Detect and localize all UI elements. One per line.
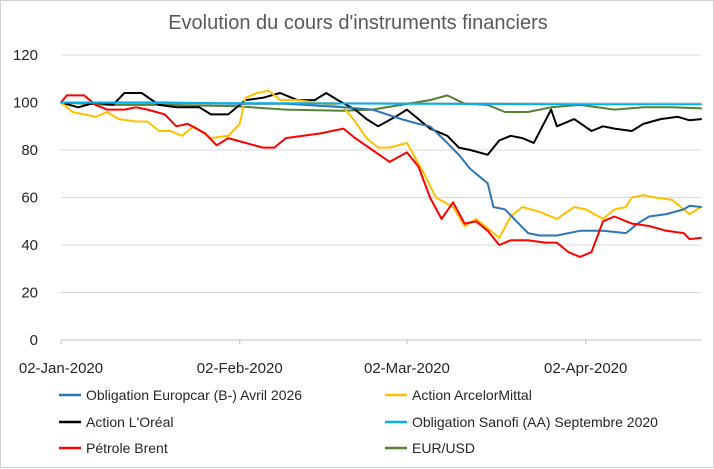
y-tick-label: 120 xyxy=(13,47,38,64)
x-tick-label: 02-Jan-2020 xyxy=(19,360,103,377)
legend-label: Obligation Europcar (B-) Avril 2026 xyxy=(86,387,302,403)
y-tick-label: 80 xyxy=(21,142,38,159)
chart-title: Evolution du cours d'instruments financi… xyxy=(168,12,548,34)
series-line-1 xyxy=(60,89,702,239)
y-tick-label: 0 xyxy=(30,332,38,349)
series-line-0 xyxy=(60,101,702,237)
legend-label: EUR/USD xyxy=(412,440,475,456)
series-line-2 xyxy=(60,92,702,156)
legend-label: Obligation Sanofi (AA) Septembre 2020 xyxy=(412,414,658,430)
legend-label: Action L'Oréal xyxy=(86,414,174,430)
series-line-3 xyxy=(60,101,702,106)
y-tick-label: 100 xyxy=(13,95,38,112)
legend-label: Action ArcelorMittal xyxy=(412,387,532,403)
x-tick-label: 02-Mar-2020 xyxy=(364,360,450,377)
y-tick-label: 20 xyxy=(21,285,38,302)
x-tick-label: 02-Feb-2020 xyxy=(197,360,283,377)
series-line-4 xyxy=(60,94,702,258)
y-tick-label: 60 xyxy=(21,190,38,207)
x-tick-label: 02-Apr-2020 xyxy=(544,360,627,377)
legend-label: Pétrole Brent xyxy=(86,440,168,456)
y-tick-label: 40 xyxy=(21,237,38,254)
